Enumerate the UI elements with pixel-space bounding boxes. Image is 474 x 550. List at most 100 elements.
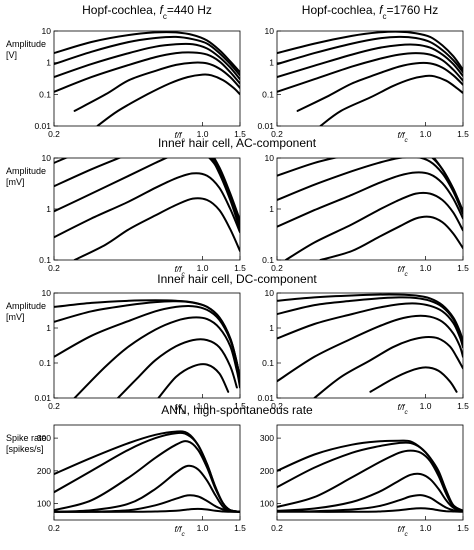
panel-ann-left: 100 200 300 0.2 1.0 1.5 f/fc Spike rate[spikes/…	[6, 403, 313, 538]
y-tick-label: 1	[269, 204, 274, 214]
series-line-6	[369, 366, 458, 393]
series-line-4	[54, 51, 240, 93]
series-line-5	[284, 191, 463, 260]
x-tick-label: 0.2	[271, 263, 283, 273]
series-line-3	[277, 158, 463, 215]
series-line-3	[277, 43, 463, 79]
y-tick-label: 200	[37, 466, 51, 476]
series-line-2	[54, 431, 240, 513]
series-line-6	[319, 74, 463, 126]
x-axis-label-subscript: c	[405, 271, 409, 278]
x-tick-label: 1.0	[420, 129, 432, 139]
x-tick-label: 0.2	[271, 401, 283, 411]
y-tick-label: 0.1	[39, 255, 51, 265]
series-line-2	[277, 296, 463, 345]
x-tick-label: 0.2	[48, 401, 60, 411]
axis-frame	[53, 30, 241, 127]
y-tick-label: 0.01	[34, 393, 51, 403]
panel-ihc-dc-right: 0.01 0.1 1 10 0.2 1.0 1.5 f/fc	[257, 288, 469, 416]
series-line-6	[96, 73, 240, 126]
y-tick-label: 10	[265, 153, 275, 163]
x-tick-label: 1.5	[457, 263, 469, 273]
x-tick-label: 0.2	[48, 263, 60, 273]
panel-title-part-3: c	[383, 12, 387, 21]
x-axis-label-subscript: c	[405, 409, 409, 416]
x-axis-label: f/fc	[397, 402, 408, 416]
series-line-5	[117, 338, 238, 398]
x-axis-label: f/fc	[397, 264, 408, 278]
series-line-5	[54, 172, 240, 239]
x-axis-label-subscript: c	[405, 531, 409, 538]
series-line-3	[54, 42, 240, 81]
panel-ihc-ac-left: 0.1 1 10 0.2 1.0 1.5 f/fc Amplitude[mV] Inner ha…	[6, 136, 317, 278]
axis-frame	[53, 292, 241, 399]
series-line-4	[277, 472, 463, 513]
series-line-5	[313, 335, 463, 398]
x-tick-label: 1.0	[420, 401, 432, 411]
x-tick-label: 1.5	[457, 523, 469, 533]
y-tick-label: 0.1	[262, 358, 274, 368]
x-axis-label-subscript: c	[182, 137, 186, 144]
x-axis-label: f/fc	[174, 524, 185, 538]
panel-title-part-1: Hopf-cochlea,	[302, 3, 379, 17]
y-axis-label-line: [spikes/s]	[6, 444, 44, 454]
series-line-1	[277, 31, 463, 71]
x-tick-label: 1.5	[234, 401, 246, 411]
y-tick-label: 200	[260, 466, 274, 476]
y-tick-label: 0.1	[262, 89, 274, 99]
series-line-5	[296, 61, 463, 112]
y-tick-label: 1	[269, 323, 274, 333]
y-tick-label: 100	[37, 499, 51, 509]
y-axis-label-line: Amplitude	[6, 301, 46, 311]
row-title: ANN, high-spontaneous rate	[161, 403, 313, 417]
y-tick-label: 10	[265, 288, 275, 298]
x-tick-label: 1.0	[420, 523, 432, 533]
x-tick-label: 1.5	[234, 523, 246, 533]
series-line-5	[277, 494, 463, 513]
y-tick-label: 0.1	[39, 89, 51, 99]
row-title: Inner hair cell, DC-component	[157, 272, 317, 286]
y-tick-label: 1	[46, 323, 51, 333]
panel-title: Hopf-cochlea, fc=440 Hz	[82, 3, 212, 21]
x-axis-label-subscript: c	[182, 271, 186, 278]
x-tick-label: 1.0	[197, 401, 209, 411]
axis-frame	[276, 292, 464, 399]
y-axis-label-line: [mV]	[6, 177, 25, 187]
series-line-4	[277, 52, 463, 93]
series-line-5	[73, 61, 240, 112]
y-axis-label-line: Amplitude	[6, 166, 46, 176]
series-line-1	[54, 31, 240, 74]
axis-frame	[276, 157, 464, 261]
series-line-6	[319, 215, 463, 260]
y-tick-label: 10	[42, 26, 52, 36]
x-tick-label: 1.0	[420, 263, 432, 273]
x-tick-label: 0.2	[48, 129, 60, 139]
series-line-3	[277, 302, 463, 349]
series-line-2	[277, 441, 463, 512]
x-tick-label: 0.2	[271, 523, 283, 533]
y-tick-label: 0.1	[39, 358, 51, 368]
series-line-6	[73, 197, 240, 260]
y-tick-label: 0.01	[257, 393, 274, 403]
x-tick-label: 1.5	[234, 129, 246, 139]
panel-title-part-2: f	[379, 3, 384, 17]
y-tick-label: 10	[42, 288, 52, 298]
y-axis-label-line: [V]	[6, 50, 17, 60]
series-line-2	[277, 35, 463, 74]
y-tick-label: 0.1	[262, 255, 274, 265]
panel-ann-right: 100 200 300 0.2 1.0 1.5 f/fc	[260, 424, 469, 538]
series-line-6	[157, 363, 230, 398]
series-line-2	[277, 158, 463, 213]
series-line-4	[277, 314, 463, 383]
y-tick-label: 0.01	[34, 121, 51, 131]
axis-frame	[53, 424, 241, 521]
x-axis-label: f/fc	[174, 264, 185, 278]
x-tick-label: 0.2	[271, 129, 283, 139]
x-axis-label: f/fc	[397, 524, 408, 538]
x-axis-label: f/fc	[174, 402, 185, 416]
y-tick-label: 300	[37, 433, 51, 443]
series-line-4	[277, 171, 463, 228]
panel-title-part-2: f	[160, 3, 165, 17]
panel-title-part-3: c	[163, 12, 167, 21]
y-tick-label: 1	[46, 58, 51, 68]
